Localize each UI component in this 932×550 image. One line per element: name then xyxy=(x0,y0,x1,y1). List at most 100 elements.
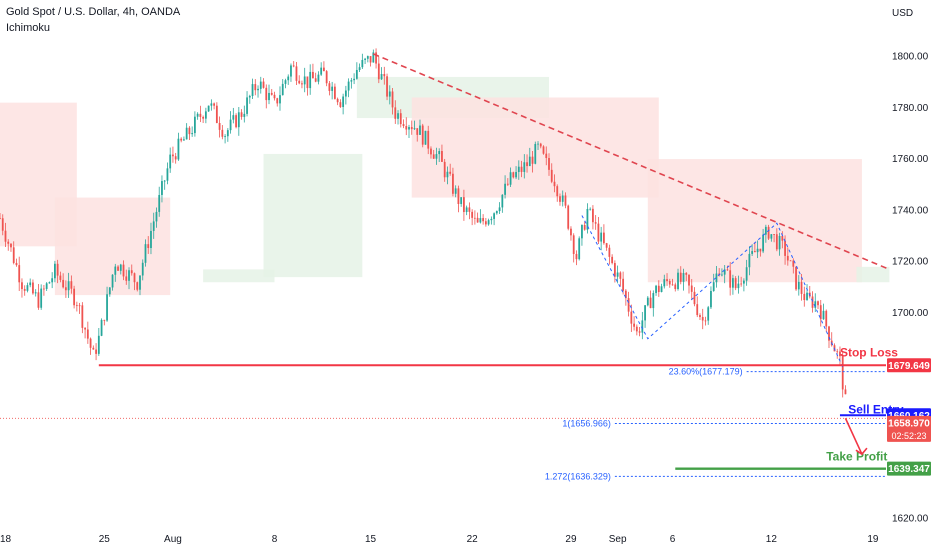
candle-body xyxy=(257,88,259,91)
candle-body xyxy=(254,84,257,91)
candle-body xyxy=(391,91,394,108)
candle-body xyxy=(578,238,581,260)
candle-body xyxy=(745,267,748,281)
time-tick-label: 12 xyxy=(766,534,778,545)
candle-body xyxy=(734,278,737,289)
candle-body xyxy=(457,188,460,204)
candle-body xyxy=(262,81,265,88)
candle-body xyxy=(333,86,336,99)
candle-body xyxy=(314,78,317,82)
candle-body xyxy=(81,305,84,328)
candle-body xyxy=(586,208,589,230)
candle-body xyxy=(723,269,726,275)
candle-body xyxy=(339,102,342,108)
candle-body xyxy=(506,183,509,185)
candle-body xyxy=(12,247,15,263)
candle-body xyxy=(674,284,677,290)
candle-body xyxy=(133,273,136,283)
cloud-segment-3 xyxy=(263,153,363,278)
target-arrow-head xyxy=(855,447,868,456)
candle-body xyxy=(737,283,740,289)
candle-body xyxy=(191,133,194,135)
candle-body xyxy=(139,275,141,290)
candle-body xyxy=(822,310,825,320)
candle-body xyxy=(161,181,163,195)
candle-body xyxy=(366,56,369,59)
time-tick-label: 25 xyxy=(99,534,111,545)
candle-body xyxy=(795,266,797,290)
price-tick-label: 1720.00 xyxy=(892,257,929,268)
price-axis[interactable]: USD 1800.00 1780.00 1760.00 1740.00 1720.00 1… xyxy=(892,8,929,524)
candle-body xyxy=(619,272,622,279)
cloud-segment-7 xyxy=(856,266,890,283)
candle-body xyxy=(232,115,235,120)
candle-body xyxy=(732,278,734,288)
price-tick-label: 1780.00 xyxy=(892,103,929,114)
candle-body xyxy=(841,356,844,390)
candle-body xyxy=(155,211,158,222)
time-tick-label: 22 xyxy=(467,534,479,545)
candle-body xyxy=(545,153,548,159)
candle-body xyxy=(92,347,95,350)
candle-body xyxy=(657,285,660,293)
price-tick-label: 1760.00 xyxy=(892,154,929,165)
candle-body xyxy=(649,297,652,309)
candle-body xyxy=(402,124,405,127)
currency-label: USD xyxy=(892,8,913,19)
candle-body xyxy=(306,76,309,89)
time-axis[interactable]: 18 25 Aug 8 15 22 29 Sep 6 12 19 xyxy=(0,534,879,545)
candle-body xyxy=(773,234,775,235)
candle-body xyxy=(15,262,18,266)
candle-body xyxy=(493,213,495,219)
candle-body xyxy=(446,171,449,178)
candle-body xyxy=(224,136,226,138)
candle-body xyxy=(95,349,97,354)
candle-body xyxy=(128,270,130,281)
candle-body xyxy=(67,281,70,291)
candle-body xyxy=(806,292,808,301)
candle-body xyxy=(323,67,325,72)
candle-body xyxy=(119,264,122,271)
candle-body xyxy=(449,171,452,174)
candle-body xyxy=(421,125,424,145)
candle-body xyxy=(655,285,657,294)
candle-body xyxy=(147,244,150,249)
candle-body xyxy=(405,126,408,130)
candle-body xyxy=(704,320,707,322)
candle-body xyxy=(476,217,479,223)
candle-body xyxy=(419,125,421,135)
candle-body xyxy=(767,226,770,239)
candle-body xyxy=(29,282,32,286)
candle-body xyxy=(707,307,710,321)
candle-body xyxy=(10,243,12,248)
candle-body xyxy=(679,272,682,282)
candle-body xyxy=(243,113,246,117)
candle-body xyxy=(37,292,40,308)
candle-body xyxy=(715,273,718,283)
candle-body xyxy=(32,282,34,294)
candle-body xyxy=(775,234,778,250)
candle-body xyxy=(169,154,172,169)
candle-body xyxy=(463,197,465,213)
candle-body xyxy=(172,154,174,157)
candle-body xyxy=(575,253,578,260)
candle-body xyxy=(89,338,92,348)
take-profit-badge-text: 1639.347 xyxy=(888,464,930,475)
candle-body xyxy=(240,112,243,117)
candle-body xyxy=(534,143,537,164)
candle-body xyxy=(836,351,839,353)
current-price-badge-text: 1658.970 xyxy=(888,418,930,429)
candle-body xyxy=(427,130,430,149)
candle-body xyxy=(646,297,649,306)
candle-body xyxy=(229,119,232,131)
candle-body xyxy=(369,56,372,63)
candle-body xyxy=(633,323,635,327)
candle-body xyxy=(56,263,59,276)
candle-body xyxy=(471,211,474,218)
candle-body xyxy=(844,389,847,395)
candle-body xyxy=(18,265,21,283)
candle-body xyxy=(375,52,377,64)
candle-body xyxy=(819,305,822,320)
take-profit-label: Take Profit xyxy=(826,450,887,464)
